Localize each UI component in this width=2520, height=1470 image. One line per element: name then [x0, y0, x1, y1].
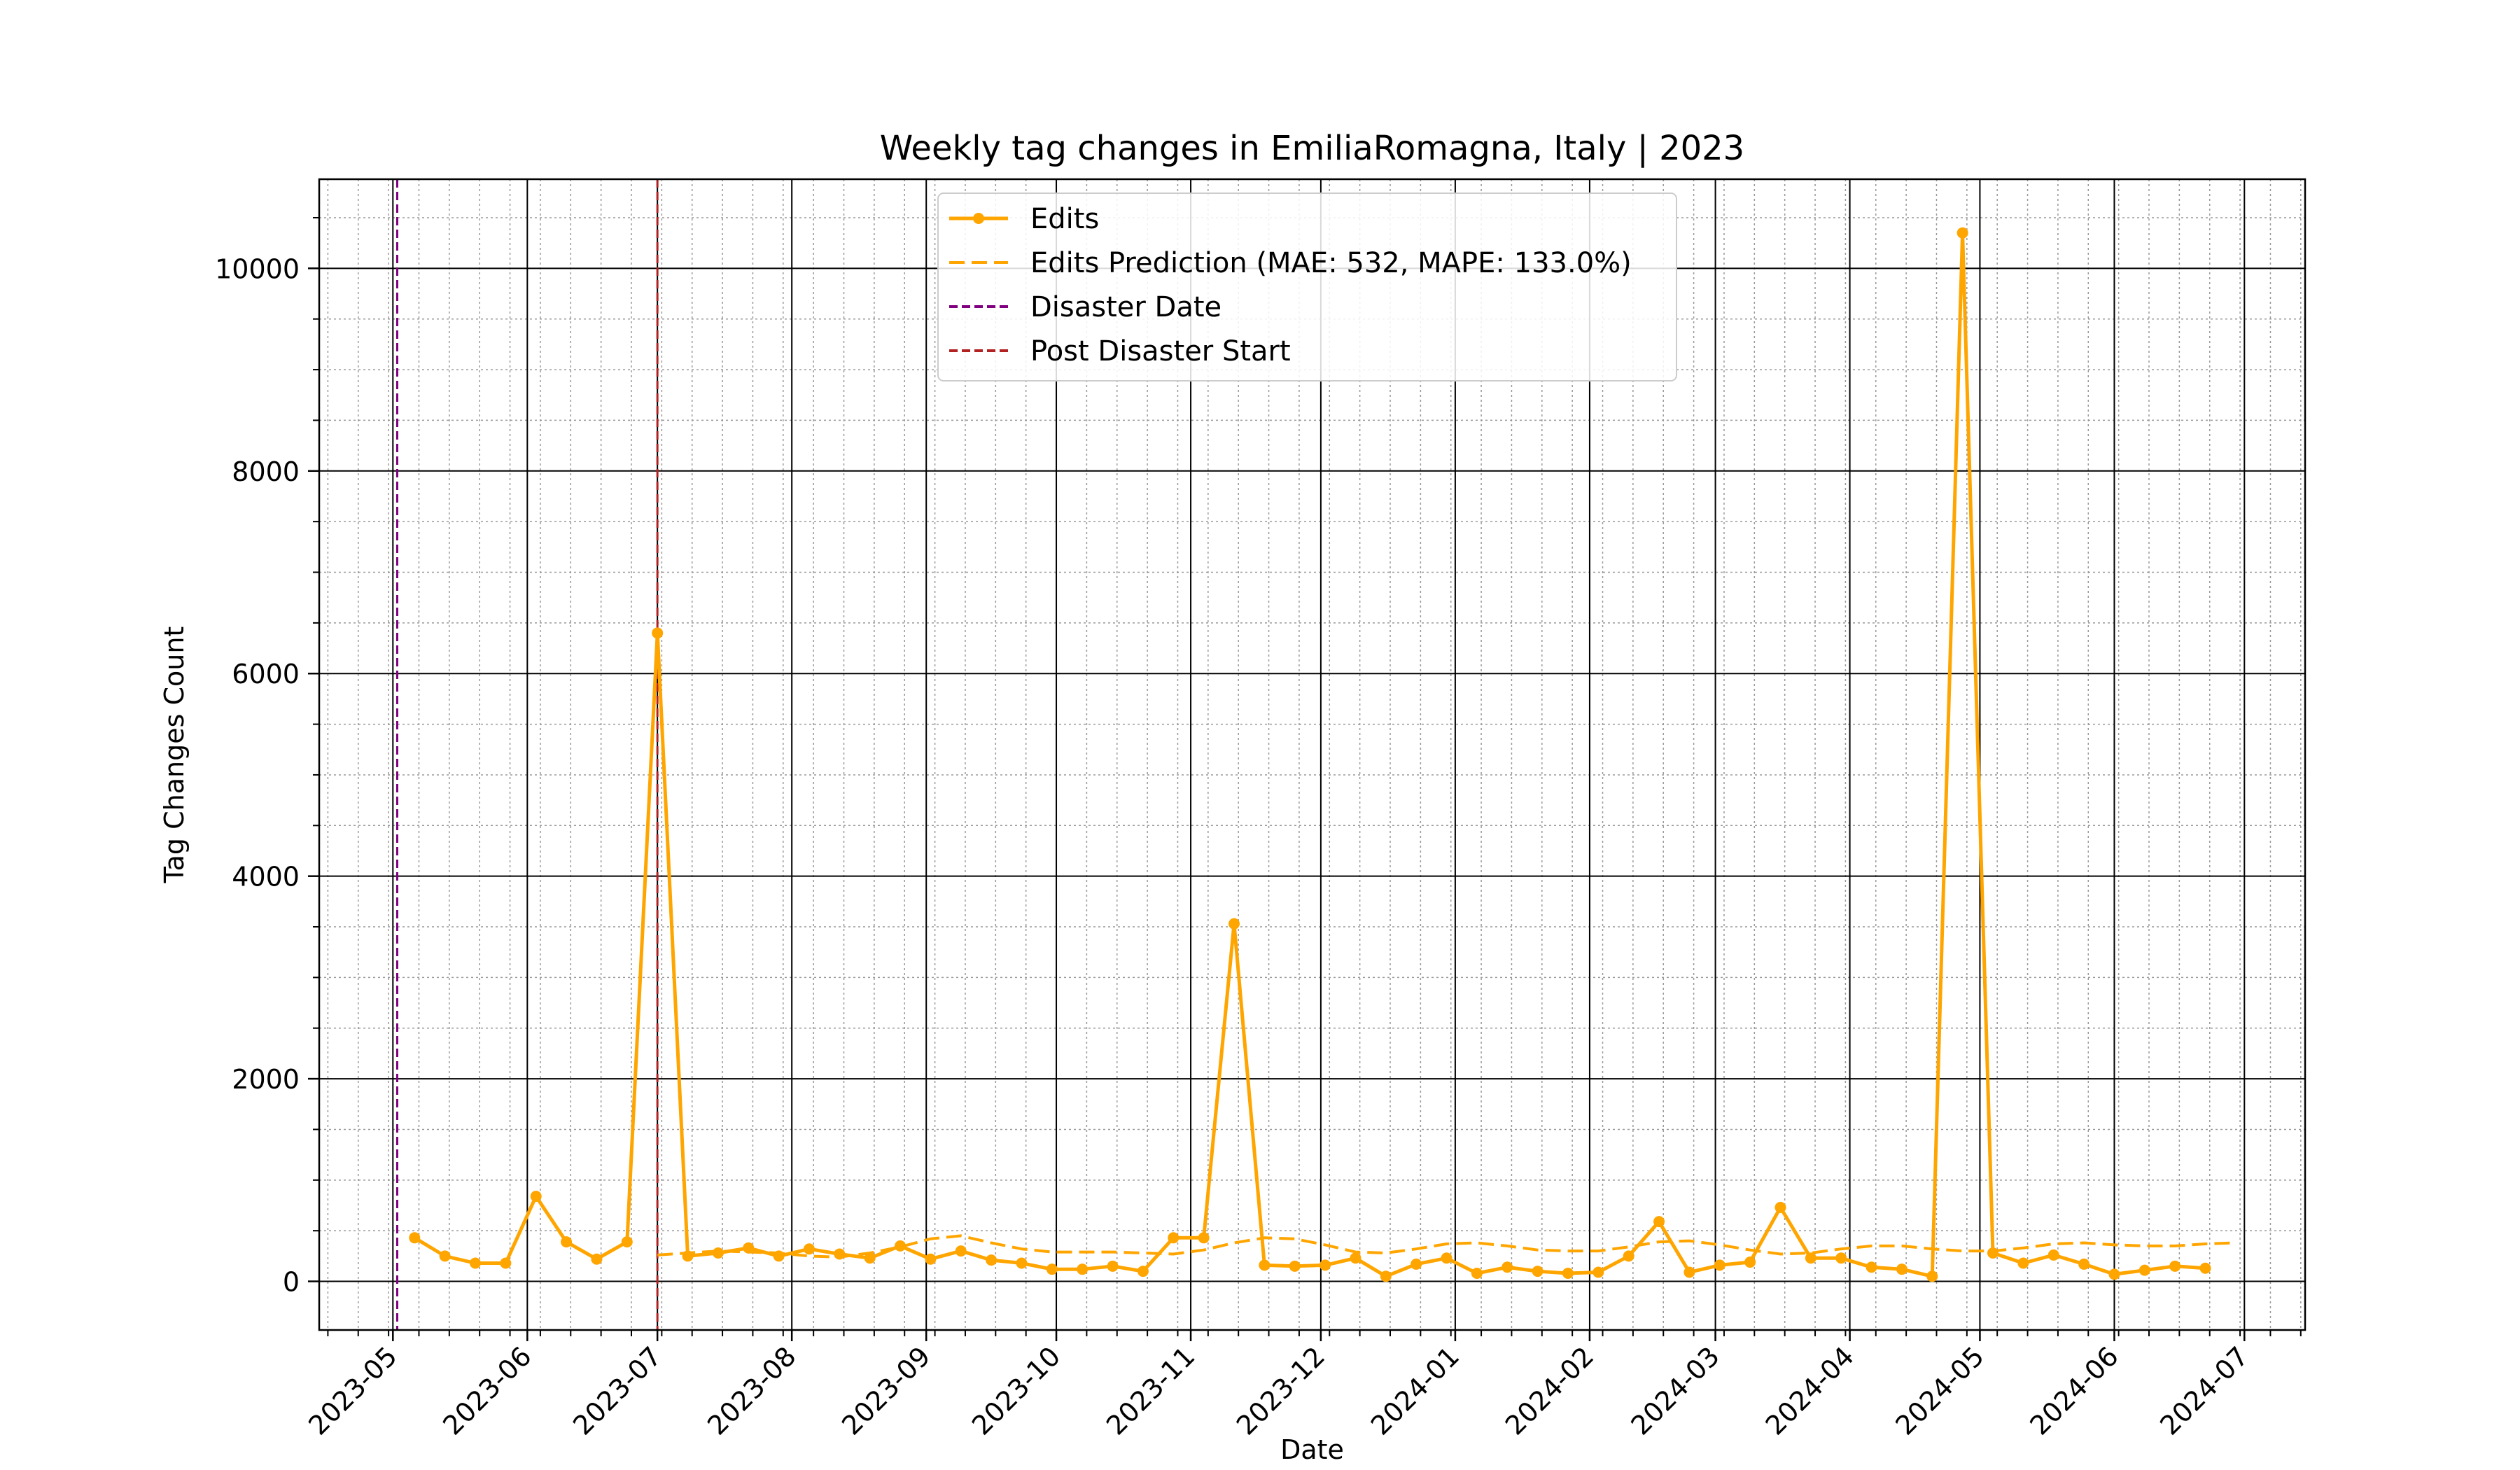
edits-point — [2169, 1260, 2181, 1272]
chart-title: Weekly tag changes in EmiliaRomagna, Ita… — [880, 129, 1744, 168]
edits-point — [803, 1243, 815, 1255]
edits-point — [712, 1247, 724, 1259]
legend-disaster-date-label: Disaster Date — [1030, 291, 1222, 323]
edits-point — [1137, 1266, 1149, 1278]
edits-point — [1532, 1266, 1544, 1278]
edits-point — [1016, 1257, 1028, 1269]
edits-point — [1168, 1232, 1180, 1244]
legend-box — [937, 192, 1677, 382]
edits-point — [1077, 1264, 1088, 1275]
edits-point — [1926, 1270, 1938, 1282]
edits-point — [1987, 1247, 1999, 1259]
edits-point — [469, 1257, 481, 1269]
legend-edits-marker — [973, 213, 984, 224]
edits-point — [652, 627, 664, 639]
edits-point — [1805, 1252, 1816, 1264]
edits-point — [1410, 1258, 1422, 1270]
edits-point — [955, 1245, 967, 1257]
prediction-line — [657, 1234, 2236, 1259]
edits-point — [986, 1254, 997, 1266]
legend: Edits Edits Prediction (MAE: 532, MAPE: 1… — [937, 192, 1677, 382]
edits-point — [1380, 1270, 1392, 1282]
y-tick-label: 0 — [283, 1267, 300, 1298]
edits-point — [1835, 1252, 1847, 1264]
legend-prediction-label: Edits Prediction (MAE: 532, MAPE: 133.0%… — [1030, 247, 1632, 279]
x-axis-label: Date — [1280, 1434, 1344, 1465]
edits-point — [1896, 1264, 1907, 1275]
y-tick-label: 8000 — [232, 456, 300, 487]
edits-point — [1198, 1232, 1210, 1244]
edits-point — [2078, 1258, 2090, 1270]
edits-point — [1350, 1252, 1362, 1264]
y-tick-label: 4000 — [232, 862, 300, 892]
edits-point — [1623, 1250, 1634, 1262]
edits-point — [1259, 1259, 1270, 1271]
edits-point — [1956, 227, 1968, 239]
edits-point — [2017, 1257, 2029, 1269]
edits-point — [1441, 1252, 1452, 1264]
edits-point — [1228, 918, 1240, 930]
edits-point — [409, 1232, 421, 1244]
edits-point — [561, 1236, 573, 1248]
y-tick-label: 2000 — [232, 1064, 300, 1095]
legend-post-disaster-start-label: Post Disaster Start — [1030, 335, 1291, 368]
edits-point — [2199, 1262, 2211, 1274]
edits-point — [895, 1240, 906, 1252]
y-tick-label: 10000 — [215, 253, 300, 284]
edits-point — [1562, 1267, 1574, 1279]
edits-point — [1865, 1261, 1877, 1273]
edits-point — [1684, 1266, 1695, 1278]
plot-frame — [318, 178, 2306, 1331]
edits-point — [864, 1252, 876, 1264]
event-lines — [396, 179, 659, 1330]
edits-point — [1653, 1216, 1665, 1228]
y-axis-label: Tag Changes Count — [159, 626, 190, 884]
edits-point — [1471, 1267, 1483, 1279]
edits-point — [1502, 1261, 1513, 1273]
edits-point — [1289, 1260, 1301, 1272]
edits-point — [1714, 1259, 1726, 1271]
edits-point — [2138, 1264, 2150, 1276]
edits-point — [2108, 1268, 2120, 1280]
edits-point — [530, 1190, 542, 1202]
edits-point — [591, 1253, 603, 1265]
edits-point — [1320, 1259, 1331, 1271]
edits-point — [621, 1236, 633, 1248]
edits-point — [500, 1257, 512, 1269]
edits-point — [925, 1253, 937, 1265]
edits-point — [1046, 1264, 1058, 1275]
edits-point — [1107, 1260, 1119, 1272]
edits-point — [2047, 1249, 2059, 1261]
edits-point — [1774, 1201, 1786, 1213]
edits-point — [1592, 1266, 1604, 1278]
edits-point — [439, 1250, 451, 1262]
series-layer — [409, 227, 2236, 1282]
y-tick-label: 6000 — [232, 659, 300, 690]
edits-point — [1744, 1256, 1756, 1268]
legend-edits-label: Edits — [1030, 203, 1099, 235]
